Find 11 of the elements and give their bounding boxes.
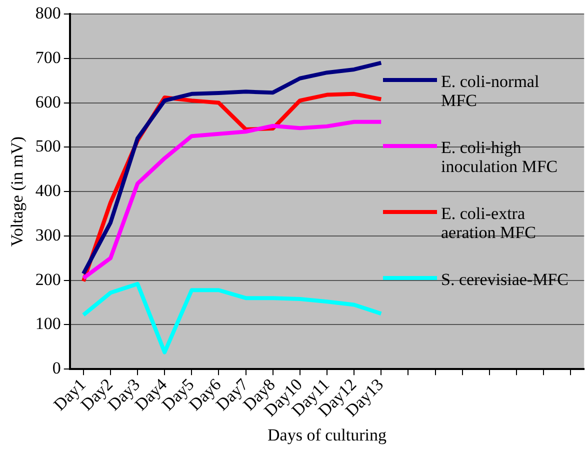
y-tick-label: 0 xyxy=(52,358,61,378)
y-tick-label: 800 xyxy=(35,3,61,22)
y-tick-label: 500 xyxy=(35,136,61,156)
y-axis-title: Voltage (in mV) xyxy=(8,136,27,247)
y-tick-label: 100 xyxy=(35,314,61,334)
y-tick-label: 700 xyxy=(35,48,61,67)
x-axis-title: Days of culturing xyxy=(268,425,387,444)
y-tick-label: 200 xyxy=(35,270,61,289)
y-tick-label: 300 xyxy=(35,225,61,244)
y-tick-label: 600 xyxy=(35,92,61,112)
y-tick-label: 400 xyxy=(35,181,61,200)
